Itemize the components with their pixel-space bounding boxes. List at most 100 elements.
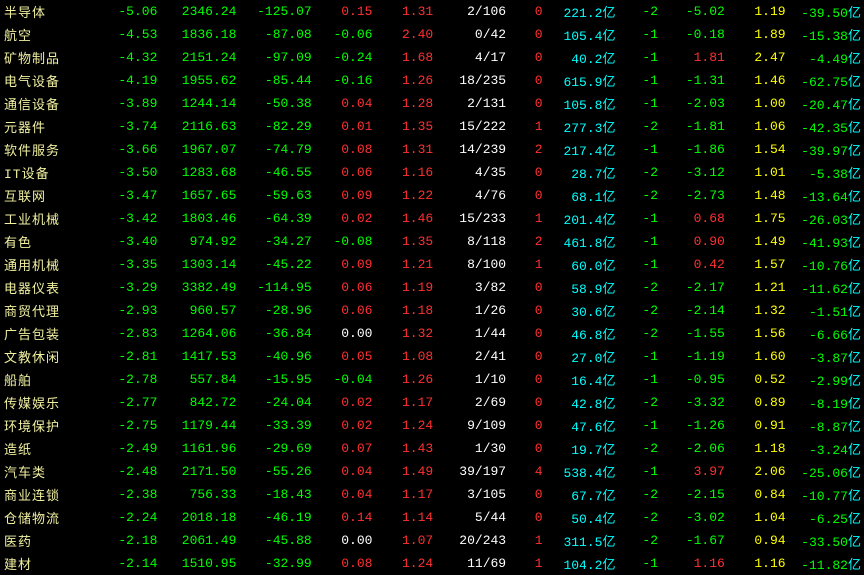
- cell-c10: -2.14: [661, 299, 728, 322]
- table-row[interactable]: 航空-4.531836.18-87.08-0.062.400/420105.4亿…: [0, 23, 864, 46]
- cell-c7: 1: [509, 529, 545, 552]
- table-row[interactable]: 元器件-3.742116.63-82.290.011.3515/2221277.…: [0, 115, 864, 138]
- cell-c7: 1: [509, 552, 545, 575]
- cell-c3: -64.39: [239, 207, 314, 230]
- table-row[interactable]: 有色-3.40974.92-34.27-0.081.358/1182461.8亿…: [0, 230, 864, 253]
- cell-c10: -1.55: [661, 322, 728, 345]
- cell-c5: 2.40: [375, 23, 436, 46]
- cell-c5: 1.35: [375, 115, 436, 138]
- cell-c12: -26.03亿: [789, 207, 864, 230]
- cell-c5: 1.31: [375, 138, 436, 161]
- table-row[interactable]: 商贸代理-2.93960.57-28.960.061.181/26030.6亿-…: [0, 299, 864, 322]
- cell-c1: -4.32: [100, 46, 161, 69]
- cell-c9: -1: [618, 368, 661, 391]
- sector-name: 商贸代理: [0, 299, 100, 322]
- table-row[interactable]: 通用机械-3.351303.14-45.220.091.218/100160.0…: [0, 253, 864, 276]
- cell-c1: -2.78: [100, 368, 161, 391]
- cell-c10: -2.73: [661, 184, 728, 207]
- table-row[interactable]: 商业连锁-2.38756.33-18.430.041.173/105067.7亿…: [0, 483, 864, 506]
- sector-name: IT设备: [0, 161, 100, 184]
- table-row[interactable]: 矿物制品-4.322151.24-97.09-0.241.684/17040.2…: [0, 46, 864, 69]
- cell-c10: 0.90: [661, 230, 728, 253]
- cell-c5: 1.22: [375, 184, 436, 207]
- cell-c2: 2151.24: [160, 46, 239, 69]
- cell-c2: 1303.14: [160, 253, 239, 276]
- cell-c4: 0.00: [315, 529, 376, 552]
- cell-c3: -34.27: [239, 230, 314, 253]
- cell-c1: -3.74: [100, 115, 161, 138]
- cell-c11: 1.21: [728, 276, 789, 299]
- sector-name: 通信设备: [0, 92, 100, 115]
- cell-c9: -2: [618, 483, 661, 506]
- cell-c8: 201.4亿: [546, 207, 619, 230]
- table-row[interactable]: 工业机械-3.421803.46-64.390.021.4615/2331201…: [0, 207, 864, 230]
- cell-c7: 0: [509, 23, 545, 46]
- cell-c12: -5.38亿: [789, 161, 864, 184]
- cell-c11: 0.91: [728, 414, 789, 437]
- table-row[interactable]: 医药-2.182061.49-45.880.001.0720/2431311.5…: [0, 529, 864, 552]
- cell-c5: 1.35: [375, 230, 436, 253]
- table-row[interactable]: 文教休闲-2.811417.53-40.960.051.082/41027.0亿…: [0, 345, 864, 368]
- cell-c12: -15.38亿: [789, 23, 864, 46]
- table-row[interactable]: 船舶-2.78557.84-15.95-0.041.261/10016.4亿-1…: [0, 368, 864, 391]
- cell-c1: -2.14: [100, 552, 161, 575]
- cell-c3: -18.43: [239, 483, 314, 506]
- cell-c2: 842.72: [160, 391, 239, 414]
- cell-c10: -1.81: [661, 115, 728, 138]
- cell-c10: 0.42: [661, 253, 728, 276]
- cell-c2: 1510.95: [160, 552, 239, 575]
- cell-c2: 1803.46: [160, 207, 239, 230]
- table-row[interactable]: 传媒娱乐-2.77842.72-24.040.021.172/69042.8亿-…: [0, 391, 864, 414]
- table-row[interactable]: 互联网-3.471657.65-59.630.091.224/76068.1亿-…: [0, 184, 864, 207]
- cell-c6: 15/233: [436, 207, 509, 230]
- cell-c8: 311.5亿: [546, 529, 619, 552]
- cell-c1: -2.49: [100, 437, 161, 460]
- table-row[interactable]: 建材-2.141510.95-32.990.081.2411/691104.2亿…: [0, 552, 864, 575]
- cell-c5: 1.49: [375, 460, 436, 483]
- table-row[interactable]: 通信设备-3.891244.14-50.380.041.282/1310105.…: [0, 92, 864, 115]
- sector-name: 半导体: [0, 0, 100, 23]
- sector-name: 工业机械: [0, 207, 100, 230]
- cell-c10: -0.18: [661, 23, 728, 46]
- cell-c4: 0.06: [315, 161, 376, 184]
- cell-c9: -2: [618, 529, 661, 552]
- cell-c3: -33.39: [239, 414, 314, 437]
- cell-c9: -2: [618, 115, 661, 138]
- cell-c7: 4: [509, 460, 545, 483]
- table-row[interactable]: 环境保护-2.751179.44-33.390.021.249/109047.6…: [0, 414, 864, 437]
- cell-c6: 8/100: [436, 253, 509, 276]
- cell-c12: -11.82亿: [789, 552, 864, 575]
- cell-c1: -2.75: [100, 414, 161, 437]
- table-row[interactable]: 汽车类-2.482171.50-55.260.041.4939/1974538.…: [0, 460, 864, 483]
- table-row[interactable]: 广告包装-2.831264.06-36.840.001.321/44046.8亿…: [0, 322, 864, 345]
- table-row[interactable]: 仓储物流-2.242018.18-46.190.141.145/44050.4亿…: [0, 506, 864, 529]
- table-row[interactable]: 电器仪表-3.293382.49-114.950.061.193/82058.9…: [0, 276, 864, 299]
- cell-c1: -2.38: [100, 483, 161, 506]
- cell-c5: 1.19: [375, 276, 436, 299]
- table-row[interactable]: 电气设备-4.191955.62-85.44-0.161.2618/235061…: [0, 69, 864, 92]
- table-row[interactable]: 半导体-5.062346.24-125.070.151.312/1060221.…: [0, 0, 864, 23]
- cell-c3: -114.95: [239, 276, 314, 299]
- cell-c6: 2/106: [436, 0, 509, 23]
- cell-c1: -3.89: [100, 92, 161, 115]
- cell-c3: -24.04: [239, 391, 314, 414]
- cell-c9: -2: [618, 0, 661, 23]
- cell-c8: 221.2亿: [546, 0, 619, 23]
- cell-c5: 1.07: [375, 529, 436, 552]
- table-row[interactable]: IT设备-3.501283.68-46.550.061.164/35028.7亿…: [0, 161, 864, 184]
- cell-c6: 2/131: [436, 92, 509, 115]
- cell-c9: -1: [618, 46, 661, 69]
- cell-c2: 1179.44: [160, 414, 239, 437]
- cell-c2: 1161.96: [160, 437, 239, 460]
- cell-c12: -39.50亿: [789, 0, 864, 23]
- cell-c8: 42.8亿: [546, 391, 619, 414]
- table-row[interactable]: 软件服务-3.661967.07-74.790.081.3114/2392217…: [0, 138, 864, 161]
- sector-name: 仓储物流: [0, 506, 100, 529]
- table-row[interactable]: 造纸-2.491161.96-29.690.071.431/30019.7亿-2…: [0, 437, 864, 460]
- cell-c7: 1: [509, 207, 545, 230]
- cell-c11: 1.89: [728, 23, 789, 46]
- cell-c5: 1.17: [375, 391, 436, 414]
- cell-c3: -50.38: [239, 92, 314, 115]
- cell-c1: -4.19: [100, 69, 161, 92]
- cell-c6: 4/76: [436, 184, 509, 207]
